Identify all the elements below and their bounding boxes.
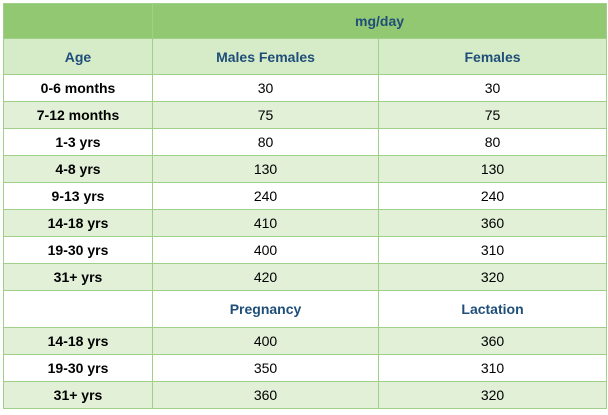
column-header: Pregnancy <box>152 290 379 328</box>
value-cell: 75 <box>377 101 608 129</box>
data-row: 19-30 yrs 400 310 <box>3 236 608 264</box>
subheader-row: Pregnancy Lactation <box>3 290 608 328</box>
age-cell: 4-8 yrs <box>3 155 153 183</box>
value-cell: 310 <box>377 354 608 382</box>
intake-table: mg/day Age Males Females Females 0-6 months… <box>3 3 608 409</box>
age-cell: 1-3 yrs <box>3 128 153 156</box>
data-row: 7-12 months 75 75 <box>3 101 608 129</box>
value-cell: 420 <box>152 263 379 291</box>
value-cell: 320 <box>377 381 608 409</box>
value-cell: 130 <box>152 155 379 183</box>
value-cell: 240 <box>152 182 379 210</box>
data-row: 1-3 yrs 80 80 <box>3 128 608 156</box>
value-cell: 30 <box>377 74 608 102</box>
data-row: 9-13 yrs 240 240 <box>3 182 608 210</box>
value-cell: 320 <box>377 263 608 291</box>
value-cell: 360 <box>152 381 379 409</box>
age-cell: 7-12 months <box>3 101 153 129</box>
title-blank <box>3 3 153 39</box>
value-cell: 400 <box>152 236 379 264</box>
value-cell: 130 <box>377 155 608 183</box>
value-cell: 75 <box>152 101 379 129</box>
value-cell: 240 <box>377 182 608 210</box>
value-cell: 360 <box>377 209 608 237</box>
data-row: 14-18 yrs 410 360 <box>3 209 608 237</box>
value-cell: 80 <box>152 128 379 156</box>
header-row: Age Males Females Females <box>3 38 608 75</box>
unit-title: mg/day <box>151 3 608 39</box>
value-cell: 310 <box>377 236 608 264</box>
column-header: Age <box>3 38 153 75</box>
data-row: 31+ yrs 360 320 <box>3 381 608 409</box>
column-header: Males Females <box>152 38 379 75</box>
age-cell: 14-18 yrs <box>3 209 153 237</box>
value-cell: 80 <box>377 128 608 156</box>
column-header: Lactation <box>377 290 608 328</box>
value-cell: 410 <box>152 209 379 237</box>
column-header: Females <box>377 38 608 75</box>
data-row: 19-30 yrs 350 310 <box>3 354 608 382</box>
age-cell: 31+ yrs <box>3 263 153 291</box>
value-cell: 30 <box>152 74 379 102</box>
age-cell: 31+ yrs <box>3 381 153 409</box>
age-cell: 19-30 yrs <box>3 236 153 264</box>
age-cell: 9-13 yrs <box>3 182 153 210</box>
data-row: 4-8 yrs 130 130 <box>3 155 608 183</box>
blank-cell <box>3 290 153 328</box>
age-cell: 19-30 yrs <box>3 354 153 382</box>
data-row: 14-18 yrs 400 360 <box>3 327 608 355</box>
value-cell: 400 <box>152 327 379 355</box>
value-cell: 360 <box>377 327 608 355</box>
value-cell: 350 <box>152 354 379 382</box>
title-row: mg/day <box>3 3 608 39</box>
age-cell: 14-18 yrs <box>3 327 153 355</box>
data-row: 31+ yrs 420 320 <box>3 263 608 291</box>
table-body: mg/day Age Males Females Females 0-6 months… <box>3 3 608 409</box>
data-row: 0-6 months 30 30 <box>3 74 608 102</box>
age-cell: 0-6 months <box>3 74 153 102</box>
